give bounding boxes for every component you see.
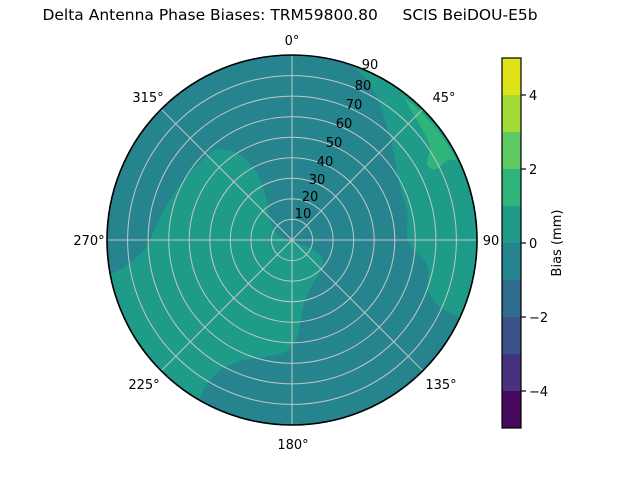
contour-region-west-lobe <box>110 149 324 400</box>
r-label-50: 50 <box>326 136 343 151</box>
colorbar-band-m1-0 <box>502 243 521 280</box>
r-label-10: 10 <box>295 207 312 222</box>
colorbar-band-4-5 <box>502 58 521 95</box>
contour-region-rim-sliver <box>405 98 457 170</box>
theta-tick-labels: 0° 45° 90 135° 180° 225° 270° 315° <box>73 34 499 453</box>
r-label-90: 90 <box>362 58 379 73</box>
colorbar-tick-label-m2: −2 <box>529 311 548 326</box>
r-tick-labels: 10 20 30 40 50 60 70 80 90 <box>295 58 379 222</box>
colorbar-band-m2-m1 <box>502 280 521 317</box>
colorbar-tick-label-m4: −4 <box>529 385 548 400</box>
r-label-60: 60 <box>336 117 353 132</box>
colorbar-band-m5-m4 <box>502 391 521 428</box>
r-label-30: 30 <box>309 173 326 188</box>
colorbar-band-3-4 <box>502 95 521 132</box>
colorbar: 4 2 0 −2 −4 Bias (mm) <box>501 57 565 429</box>
r-label-70: 70 <box>346 98 363 113</box>
theta-label-135: 135° <box>425 378 456 393</box>
colorbar-tick-label-0: 0 <box>529 237 537 252</box>
colorbar-band-m4-m3 <box>502 354 521 391</box>
r-label-20: 20 <box>302 190 319 205</box>
colorbar-tick-label-4: 4 <box>529 89 537 104</box>
theta-label-0: 0° <box>285 34 300 49</box>
contour-region-east-band <box>349 64 478 318</box>
colorbar-tick-labels: 4 2 0 −2 −4 <box>529 89 548 400</box>
r-label-40: 40 <box>317 155 334 170</box>
colorbar-band-1-2 <box>502 169 521 206</box>
chart-title: Delta Antenna Phase Biases: TRM59800.80 … <box>42 6 538 24</box>
colorbar-bands <box>502 58 521 428</box>
colorbar-axis-label: Bias (mm) <box>550 210 565 277</box>
theta-label-270: 270° <box>73 234 104 249</box>
r-label-80: 80 <box>355 79 372 94</box>
theta-label-90: 90 <box>483 234 500 249</box>
theta-label-45: 45° <box>432 91 455 106</box>
theta-label-225: 225° <box>128 378 159 393</box>
theta-label-315: 315° <box>132 91 163 106</box>
colorbar-tick-label-2: 2 <box>529 163 537 178</box>
polar-grid <box>107 55 477 425</box>
colorbar-band-2-3 <box>502 132 521 169</box>
colorbar-band-m3-m2 <box>502 317 521 354</box>
colorbar-band-0-1 <box>502 206 521 243</box>
colorbar-ticks <box>521 94 526 392</box>
polar-axis-outline <box>106 54 478 426</box>
theta-label-180: 180° <box>277 438 308 453</box>
grid-spoke-135-315 <box>160 108 424 372</box>
